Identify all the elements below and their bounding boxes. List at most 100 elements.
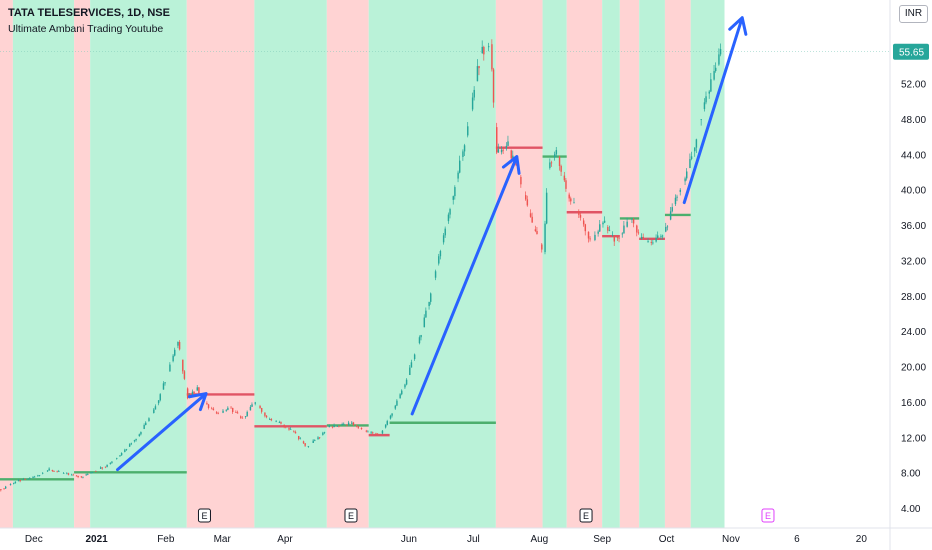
candle-body	[367, 431, 369, 433]
candle-body	[145, 422, 147, 426]
earnings-marker-3[interactable]	[579, 508, 593, 523]
earnings-marker-2[interactable]	[344, 508, 358, 523]
candle-body	[343, 423, 345, 425]
candle-body	[133, 440, 136, 442]
candle-body	[459, 160, 461, 173]
earnings-marker-label: E	[583, 511, 589, 521]
zone-red-10	[566, 0, 603, 528]
earnings-marker-1[interactable]	[197, 508, 211, 523]
candle-body	[312, 440, 314, 443]
zone-red-8	[495, 0, 543, 528]
candle-body	[193, 391, 195, 393]
candle-body	[686, 171, 688, 179]
y-tick-label: 36.00	[901, 221, 926, 232]
candle-body	[323, 431, 326, 433]
candle-body	[164, 382, 166, 384]
candle-body	[4, 486, 7, 489]
last-price-tag	[893, 43, 929, 60]
candle-body	[19, 480, 21, 482]
candle-body	[178, 341, 181, 350]
candle-body	[541, 244, 543, 250]
candle-body	[172, 355, 174, 362]
zone-green-15	[690, 0, 725, 528]
candle-body	[545, 192, 548, 224]
candle-body	[618, 237, 620, 239]
candle-body	[317, 437, 319, 440]
candle-body	[240, 416, 242, 418]
candle-body	[128, 444, 131, 447]
candle-body	[396, 400, 398, 406]
candle-body	[357, 426, 360, 428]
x-tick-Oct: Oct	[659, 534, 675, 545]
candle-body	[536, 231, 538, 235]
candle-body	[640, 236, 643, 239]
candle-body	[449, 209, 451, 215]
candle-body	[550, 162, 553, 164]
trend-arrow-3[interactable]	[682, 16, 748, 205]
candle-body	[703, 102, 706, 110]
candle-body	[318, 437, 321, 439]
candle-body	[549, 162, 551, 169]
candle-body	[56, 471, 58, 473]
candle-body	[565, 180, 567, 189]
candle-body	[244, 416, 247, 418]
candle-body	[520, 176, 522, 185]
y-tick-label: 24.00	[901, 327, 926, 338]
candle-body	[153, 409, 155, 414]
candle-body	[22, 479, 25, 481]
candle-body	[655, 237, 657, 242]
candle-body	[254, 402, 256, 404]
candle-body	[355, 425, 358, 427]
candle-body	[710, 79, 712, 92]
candle-body	[623, 225, 625, 234]
candle-body	[650, 242, 653, 243]
candle-body	[207, 404, 210, 409]
candle-body	[24, 479, 26, 480]
zone-green-11	[602, 0, 620, 528]
candle-body	[285, 426, 287, 428]
zone-red-14	[664, 0, 691, 528]
candle-body	[674, 197, 677, 205]
candle-body	[109, 462, 112, 464]
currency-button[interactable]: INR	[899, 5, 928, 23]
candle-body	[211, 408, 213, 410]
candle-body	[555, 150, 558, 155]
zone-red-2	[74, 0, 91, 528]
candle-body	[82, 476, 84, 478]
candle-body	[251, 404, 253, 407]
trend-arrow-2[interactable]	[410, 155, 521, 416]
candle-body	[512, 155, 514, 159]
candle-body	[529, 213, 532, 217]
zone-red-4	[186, 0, 255, 528]
candle-body	[587, 231, 590, 239]
candle-body	[215, 412, 218, 414]
candle-body	[13, 483, 15, 484]
candle-body	[246, 411, 248, 417]
candle-body	[462, 151, 464, 157]
candle-body	[293, 431, 295, 433]
candle-body	[626, 221, 628, 227]
candle-body	[174, 349, 176, 356]
candle-body	[442, 235, 445, 243]
candle-body	[579, 214, 582, 218]
candles	[0, 39, 722, 492]
candle-body	[17, 480, 20, 482]
candle-body	[647, 240, 649, 242]
candle-body	[299, 438, 302, 440]
y-tick-label: 40.00	[901, 186, 926, 197]
x-tick-2021: 2021	[85, 534, 108, 545]
trend-arrow-1[interactable]	[116, 392, 208, 472]
candle-body	[283, 424, 285, 427]
y-tick-label: 8.00	[901, 469, 921, 480]
earnings-marker-4[interactable]	[761, 508, 775, 523]
candle-body	[269, 419, 271, 420]
candle-body	[399, 394, 401, 398]
x-tick-Feb: Feb	[157, 534, 175, 545]
candle-body	[230, 407, 232, 409]
candle-body	[191, 391, 194, 396]
candle-body	[341, 424, 343, 426]
candle-body	[544, 223, 546, 253]
